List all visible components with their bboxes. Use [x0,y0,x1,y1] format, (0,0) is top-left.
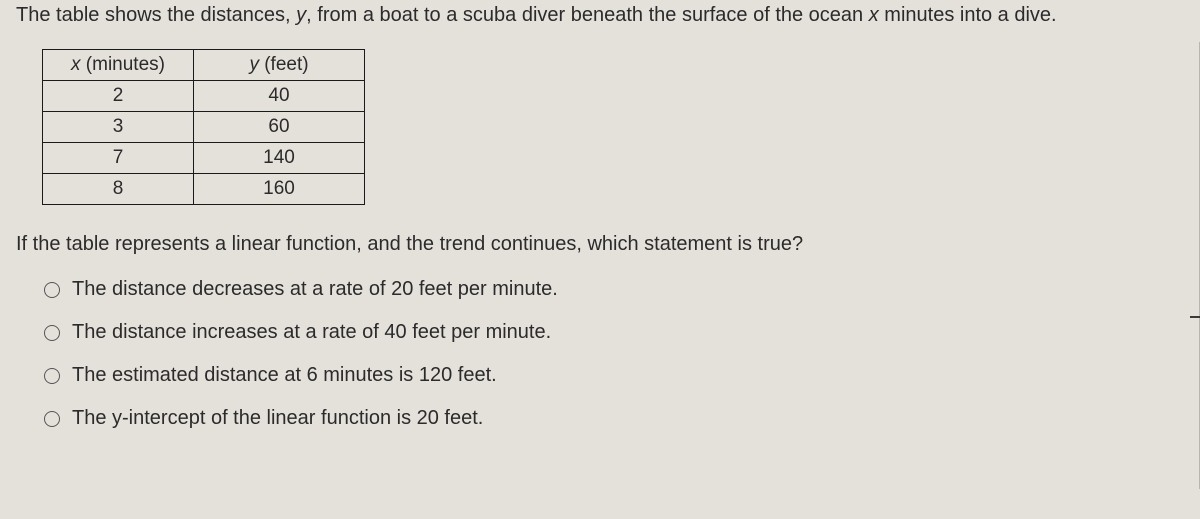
table-cell-y: 60 [194,112,365,143]
answer-options: The distance decreases at a rate of 20 f… [44,278,1186,430]
table-row: 2 40 [43,81,365,112]
answer-option-2[interactable]: The distance increases at a rate of 40 f… [44,321,1186,344]
table-row: 3 60 [43,112,365,143]
table-cell-y: 40 [194,81,365,112]
intro-text-pre: The table shows the distances, [16,4,296,26]
table-row: 7 140 [43,143,365,174]
table-header-x-var: x [71,54,81,75]
right-tick-mark [1190,316,1200,318]
answer-option-4[interactable]: The y-intercept of the linear function i… [44,407,1186,430]
answer-option-1[interactable]: The distance decreases at a rate of 20 f… [44,278,1186,301]
table-cell-x: 8 [43,174,194,205]
data-table: x (minutes) y (feet) 2 40 3 60 7 140 8 1… [42,49,365,205]
table-cell-y: 140 [194,143,365,174]
table-cell-y: 160 [194,174,365,205]
table-header-y-unit: (feet) [259,54,309,75]
intro-text-mid1: , from a boat to a scuba diver beneath t… [306,4,869,26]
answer-option-label: The estimated distance at 6 minutes is 1… [72,364,497,387]
radio-icon [44,325,60,341]
table-cell-x: 3 [43,112,194,143]
table-header-x-unit: (minutes) [81,54,165,75]
question-intro: The table shows the distances, y, from a… [16,2,1186,29]
intro-text-post: minutes into a dive. [879,4,1057,26]
answer-option-label: The distance decreases at a rate of 20 f… [72,278,558,301]
answer-option-label: The y-intercept of the linear function i… [72,407,483,430]
question-prompt: If the table represents a linear functio… [16,233,1186,256]
table-cell-x: 7 [43,143,194,174]
table-header-row: x (minutes) y (feet) [43,50,365,81]
answer-option-label: The distance increases at a rate of 40 f… [72,321,551,344]
table-row: 8 160 [43,174,365,205]
table-cell-x: 2 [43,81,194,112]
table-header-x: x (minutes) [43,50,194,81]
intro-var-x: x [869,4,879,26]
intro-var-y: y [296,4,306,26]
radio-icon [44,411,60,427]
radio-icon [44,282,60,298]
radio-icon [44,368,60,384]
table-header-y-var: y [249,54,259,75]
table-header-y: y (feet) [194,50,365,81]
answer-option-3[interactable]: The estimated distance at 6 minutes is 1… [44,364,1186,387]
